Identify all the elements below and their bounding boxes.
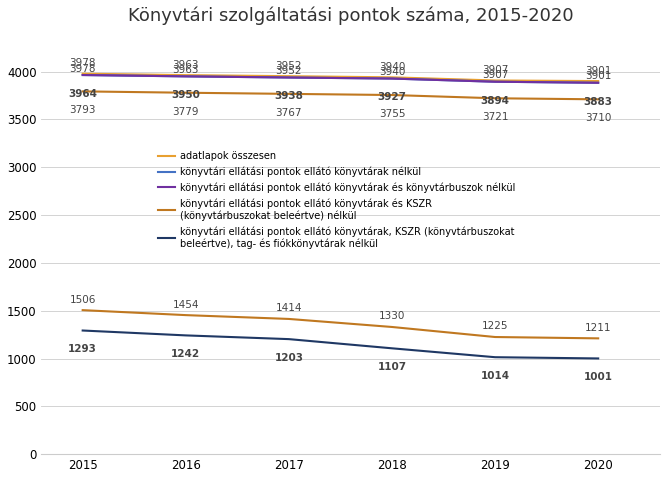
Title: Könyvtári szolgáltatási pontok száma, 2015-2020: Könyvtári szolgáltatási pontok száma, 20… (128, 7, 574, 25)
Text: 1454: 1454 (173, 299, 199, 309)
Text: 1211: 1211 (585, 323, 612, 333)
Text: 3940: 3940 (379, 68, 405, 77)
Text: 3755: 3755 (379, 109, 406, 119)
Text: 1293: 1293 (68, 344, 97, 354)
Text: 1001: 1001 (584, 372, 613, 382)
Text: 3901: 3901 (585, 66, 612, 76)
Text: 3963: 3963 (173, 59, 199, 69)
Text: 3927: 3927 (378, 92, 406, 103)
Text: 1014: 1014 (480, 371, 510, 381)
Legend: adatlapok összesen, könyvtári ellátási pontok ellátó könyvtárak nélkül, könyvtár: adatlapok összesen, könyvtári ellátási p… (157, 151, 516, 249)
Text: 1225: 1225 (482, 321, 508, 331)
Text: 3950: 3950 (171, 90, 200, 100)
Text: 3710: 3710 (585, 113, 612, 123)
Text: 3721: 3721 (482, 112, 508, 122)
Text: 1203: 1203 (274, 353, 303, 363)
Text: 3907: 3907 (482, 65, 508, 75)
Text: 3963: 3963 (173, 65, 199, 75)
Text: 3883: 3883 (584, 97, 613, 107)
Text: 3938: 3938 (274, 91, 303, 102)
Text: 1242: 1242 (171, 349, 200, 359)
Text: 1506: 1506 (69, 295, 96, 305)
Text: 3952: 3952 (275, 66, 302, 76)
Text: 3964: 3964 (68, 89, 97, 99)
Text: 3978: 3978 (69, 58, 96, 68)
Text: 3894: 3894 (481, 96, 510, 105)
Text: 3779: 3779 (173, 107, 199, 116)
Text: 3907: 3907 (482, 70, 508, 80)
Text: 1414: 1414 (275, 303, 302, 313)
Text: 3940: 3940 (379, 62, 405, 72)
Text: 3952: 3952 (275, 61, 302, 70)
Text: 3767: 3767 (275, 108, 302, 118)
Text: 3978: 3978 (69, 64, 96, 74)
Text: 3793: 3793 (69, 105, 96, 115)
Text: 1330: 1330 (379, 311, 405, 321)
Text: 1107: 1107 (378, 362, 407, 372)
Text: 3901: 3901 (585, 71, 612, 81)
